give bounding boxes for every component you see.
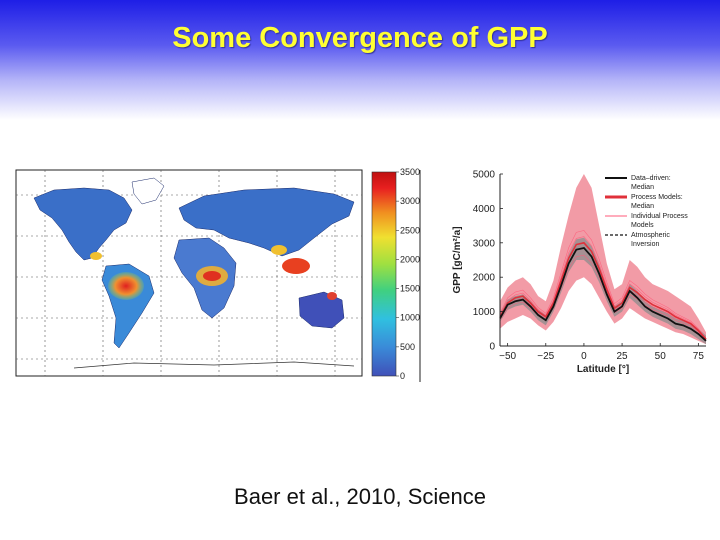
y-tick-label: 5000 — [473, 170, 496, 181]
legend-entry-data-driven-median: Median — [631, 184, 654, 191]
amazon-hotspot — [108, 272, 144, 300]
central-america-hotspot — [90, 252, 102, 260]
legend-entry-individual-process: Individual Process — [631, 213, 688, 220]
y-tick-label: 2000 — [473, 273, 496, 284]
continent-antarctica — [73, 361, 355, 369]
colorbar-tick-label: 3000 — [400, 196, 420, 206]
continent-australia — [298, 291, 345, 329]
latitude-chart: 0 1000 2000 3000 4000 5000 −50 −25 0 25 50 75 GPP … — [452, 170, 707, 375]
new-guinea-hotspot — [327, 292, 337, 300]
y-tick-label: 4000 — [473, 204, 496, 215]
colorbar-tick-label: 1500 — [400, 284, 420, 294]
colorbar-tick-label: 500 — [400, 342, 415, 352]
continent-north-america — [33, 187, 133, 261]
y-axis-label: GPP [gC/m²/a] — [452, 226, 463, 293]
data-driven-median-line — [499, 246, 707, 342]
y-tick-label: 0 — [489, 342, 495, 353]
congo-core — [203, 271, 221, 281]
colorbar-ticks: 0 500 1000 1500 2000 2500 3000 3500 — [396, 167, 420, 381]
citation: Baer et al., 2010, Science — [234, 484, 486, 509]
individual-model-line — [499, 236, 707, 339]
map-grid — [16, 170, 362, 376]
data-driven-band — [500, 237, 706, 345]
x-tick-label: −25 — [537, 351, 554, 362]
legend-heading-data-driven: Data–driven: — [631, 175, 671, 182]
colorbar-tick-label: 1000 — [400, 313, 420, 323]
slide-title: Some Convergence of GPP — [172, 22, 548, 54]
x-tick-label: 75 — [693, 351, 705, 362]
x-axis-label: Latitude [°] — [577, 364, 629, 375]
colorbar — [371, 171, 397, 377]
colorbar-tick-label: 0 — [400, 371, 405, 381]
continent-eurasia — [178, 187, 355, 257]
x-ticks: −50 −25 0 25 50 75 — [499, 343, 704, 362]
x-tick-label: 25 — [617, 351, 629, 362]
legend-entry-models: Models — [631, 222, 654, 229]
colorbar-tick-label: 2000 — [400, 254, 420, 264]
x-tick-label: 50 — [655, 351, 667, 362]
gpp-map-panel: 0 500 1000 1500 2000 2500 3000 3500 — [14, 167, 422, 384]
colorbar-tick-label: 3500 — [400, 168, 420, 177]
process-models-median-line — [499, 241, 707, 340]
legend-entry-process-median: Median — [631, 203, 654, 210]
x-tick-label: −50 — [499, 351, 516, 362]
y-ticks: 0 1000 2000 3000 4000 5000 — [473, 170, 503, 353]
y-tick-label: 3000 — [473, 238, 496, 249]
legend: Data–driven: Median Process Models: Medi… — [605, 175, 688, 248]
y-tick-label: 1000 — [473, 307, 496, 318]
x-tick-label: 0 — [581, 351, 587, 362]
legend-entry-inversion: Inversion — [631, 241, 660, 248]
colorbar-tick-label: 2500 — [400, 225, 420, 235]
latitude-chart-panel: 0 1000 2000 3000 4000 5000 −50 −25 0 25 50 75 GPP … — [440, 168, 712, 378]
continent-greenland — [131, 177, 165, 205]
legend-heading-process-models: Process Models: — [631, 194, 683, 201]
southeast-asia-hotspot — [282, 258, 310, 274]
series-lines — [499, 230, 707, 342]
gpp-map: 0 500 1000 1500 2000 2500 3000 3500 — [15, 167, 421, 382]
india-region — [271, 245, 287, 255]
individual-model-line — [499, 230, 707, 339]
legend-entry-atmospheric: Atmospheric — [631, 232, 670, 239]
